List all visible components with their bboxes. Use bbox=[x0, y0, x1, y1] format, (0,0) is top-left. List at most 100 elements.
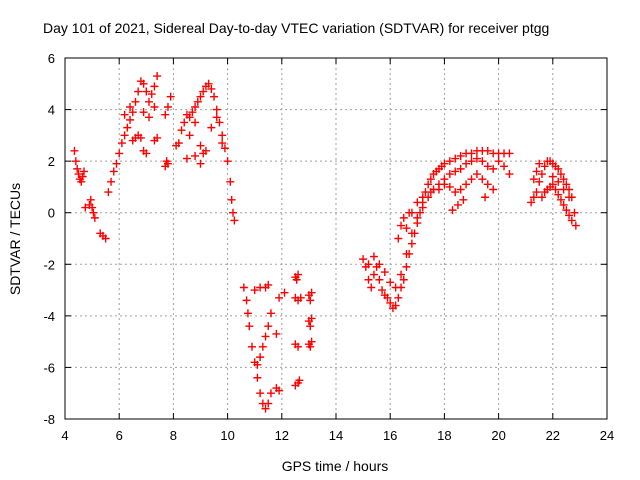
data-point bbox=[191, 102, 200, 111]
data-point bbox=[207, 84, 216, 93]
data-point bbox=[272, 329, 281, 338]
data-point bbox=[115, 149, 124, 158]
data-point bbox=[472, 154, 481, 163]
data-point bbox=[204, 79, 213, 88]
data-point bbox=[123, 123, 132, 132]
data-point bbox=[229, 208, 238, 217]
data-point bbox=[136, 133, 145, 142]
data-point bbox=[434, 185, 443, 194]
data-point bbox=[556, 195, 565, 204]
x-tick-label: 20 bbox=[491, 428, 505, 443]
data-point bbox=[134, 87, 143, 96]
data-point bbox=[180, 118, 189, 127]
data-point bbox=[107, 177, 116, 186]
data-point bbox=[294, 342, 303, 351]
data-point bbox=[247, 342, 256, 351]
data-point bbox=[126, 115, 135, 124]
data-point bbox=[112, 159, 121, 168]
data-point bbox=[505, 170, 514, 179]
data-point bbox=[185, 131, 194, 140]
data-point bbox=[364, 260, 373, 269]
data-point bbox=[78, 172, 87, 181]
data-point bbox=[567, 216, 576, 225]
data-point bbox=[505, 149, 514, 158]
data-point bbox=[451, 154, 460, 163]
data-point bbox=[481, 193, 490, 202]
data-point bbox=[483, 162, 492, 171]
data-point bbox=[79, 167, 88, 176]
data-point bbox=[220, 144, 229, 153]
y-tick-label: 6 bbox=[48, 51, 55, 66]
data-point bbox=[394, 293, 403, 302]
data-point bbox=[418, 203, 427, 212]
data-point bbox=[70, 146, 79, 155]
data-point bbox=[142, 87, 151, 96]
data-point bbox=[218, 139, 227, 148]
data-point bbox=[418, 193, 427, 202]
data-point bbox=[375, 275, 384, 284]
data-point bbox=[196, 159, 205, 168]
chart-title: Day 101 of 2021, Sidereal Day-to-day VTE… bbox=[43, 20, 549, 36]
data-point bbox=[258, 342, 267, 351]
data-point bbox=[77, 177, 86, 186]
data-point bbox=[413, 198, 422, 207]
data-point bbox=[478, 157, 487, 166]
data-point bbox=[440, 180, 449, 189]
data-point bbox=[440, 159, 449, 168]
data-point bbox=[562, 180, 571, 189]
data-point bbox=[378, 286, 387, 295]
data-point bbox=[101, 234, 110, 243]
x-tick-label: 14 bbox=[329, 428, 343, 443]
data-point bbox=[399, 213, 408, 222]
x-tick-label: 8 bbox=[170, 428, 177, 443]
data-point bbox=[456, 164, 465, 173]
data-point bbox=[128, 108, 137, 117]
y-tick-label: 4 bbox=[48, 103, 55, 118]
data-point bbox=[212, 105, 221, 114]
data-point bbox=[306, 296, 315, 305]
data-point bbox=[565, 211, 574, 220]
data-point bbox=[367, 283, 376, 292]
x-tick-label: 18 bbox=[437, 428, 451, 443]
data-point bbox=[131, 97, 140, 106]
data-point bbox=[364, 275, 373, 284]
data-point bbox=[532, 188, 541, 197]
data-point bbox=[529, 193, 538, 202]
data-point bbox=[391, 301, 400, 310]
data-point bbox=[462, 159, 471, 168]
data-point bbox=[500, 162, 509, 171]
data-point bbox=[426, 175, 435, 184]
data-point bbox=[210, 92, 219, 101]
data-point bbox=[483, 146, 492, 155]
data-point bbox=[126, 102, 135, 111]
data-point bbox=[562, 206, 571, 215]
data-point bbox=[218, 131, 227, 140]
data-point bbox=[245, 322, 254, 331]
data-point bbox=[261, 332, 270, 341]
data-point bbox=[261, 404, 270, 413]
data-point bbox=[407, 239, 416, 248]
data-point bbox=[212, 113, 221, 122]
data-point bbox=[489, 185, 498, 194]
data-point bbox=[147, 90, 156, 99]
data-point bbox=[540, 162, 549, 171]
data-point bbox=[163, 102, 172, 111]
data-point bbox=[226, 177, 235, 186]
data-point bbox=[456, 185, 465, 194]
data-point bbox=[394, 234, 403, 243]
x-axis-label: GPS time / hours bbox=[282, 458, 389, 474]
data-point bbox=[139, 79, 148, 88]
data-point bbox=[90, 213, 99, 222]
data-point bbox=[294, 270, 303, 279]
data-point bbox=[266, 389, 275, 398]
data-point bbox=[359, 255, 368, 264]
data-point bbox=[467, 157, 476, 166]
data-point bbox=[537, 170, 546, 179]
data-point bbox=[407, 229, 416, 238]
data-point bbox=[199, 87, 208, 96]
data-point bbox=[386, 278, 395, 287]
data-point bbox=[472, 170, 481, 179]
data-point bbox=[201, 146, 210, 155]
